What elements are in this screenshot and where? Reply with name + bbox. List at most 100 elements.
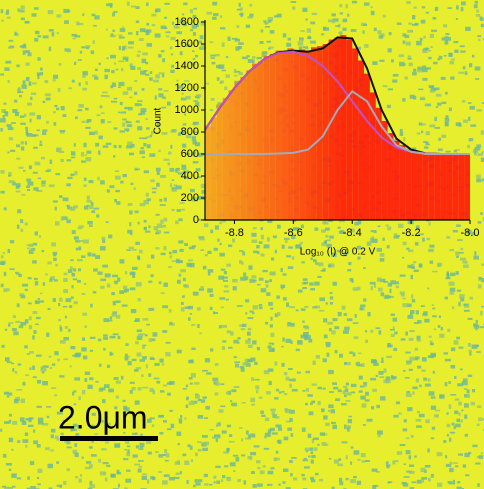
texture-dot xyxy=(406,391,411,394)
texture-dot xyxy=(53,122,57,126)
texture-dot xyxy=(352,322,359,324)
texture-dot xyxy=(22,80,26,85)
texture-dot xyxy=(118,144,122,149)
texture-dot xyxy=(300,308,306,311)
texture-dot xyxy=(167,162,171,166)
texture-dot xyxy=(245,276,249,281)
texture-dot xyxy=(278,427,283,431)
texture-dot xyxy=(19,417,25,422)
texture-dot xyxy=(444,36,447,40)
texture-dot xyxy=(357,458,361,461)
texture-dot xyxy=(170,130,177,133)
texture-dot xyxy=(221,69,226,72)
texture-dot xyxy=(184,176,190,179)
texture-dot xyxy=(182,277,186,282)
texture-dot xyxy=(341,305,346,310)
texture-dot xyxy=(189,445,193,450)
texture-dot xyxy=(34,161,41,166)
texture-dot xyxy=(170,69,175,74)
texture-dot xyxy=(333,386,339,390)
texture-dot xyxy=(423,377,428,381)
texture-dot xyxy=(392,79,398,83)
texture-dot xyxy=(75,240,81,243)
texture-dot xyxy=(112,300,116,306)
texture-dot xyxy=(408,22,413,25)
texture-dot xyxy=(142,52,148,56)
texture-dot xyxy=(212,311,215,315)
texture-dot xyxy=(132,454,138,458)
texture-dot xyxy=(148,338,153,342)
texture-dot xyxy=(452,462,458,464)
texture-dot xyxy=(164,16,167,19)
texture-dot xyxy=(117,86,121,89)
texture-dot xyxy=(345,400,351,402)
texture-dot xyxy=(178,85,184,89)
texture-dot xyxy=(282,33,287,38)
texture-dot xyxy=(443,54,447,57)
texture-dot xyxy=(413,261,417,264)
texture-dot xyxy=(317,443,320,446)
texture-dot xyxy=(171,21,175,25)
texture-dot xyxy=(392,139,397,142)
texture-dot xyxy=(332,281,337,286)
texture-dot xyxy=(58,150,65,153)
texture-dot xyxy=(247,434,251,440)
texture-dot xyxy=(57,147,62,152)
texture-dot xyxy=(470,401,475,406)
texture-dot xyxy=(37,35,42,38)
texture-dot xyxy=(152,332,158,337)
texture-dot xyxy=(74,170,78,176)
texture-dot xyxy=(32,310,38,315)
texture-dot xyxy=(89,336,96,339)
texture-dot xyxy=(282,468,289,473)
texture-dot xyxy=(145,439,152,444)
texture-dot xyxy=(379,59,385,62)
texture-dot xyxy=(218,409,224,413)
texture-dot xyxy=(64,439,67,443)
texture-dot xyxy=(40,367,47,372)
texture-dot xyxy=(315,355,321,359)
texture-dot xyxy=(418,122,423,126)
texture-dot xyxy=(460,297,465,302)
texture-dot xyxy=(431,29,437,32)
texture-dot xyxy=(7,248,11,254)
texture-dot xyxy=(155,74,160,79)
texture-dot xyxy=(351,0,358,4)
texture-dot xyxy=(245,437,251,440)
texture-dot xyxy=(185,135,192,139)
texture-dot xyxy=(463,303,470,308)
texture-dot xyxy=(112,333,119,336)
texture-dot xyxy=(419,96,425,100)
texture-dot xyxy=(178,218,183,222)
texture-dot xyxy=(282,337,285,342)
texture-dot xyxy=(418,88,424,91)
texture-dot xyxy=(200,286,204,290)
texture-dot xyxy=(303,457,307,460)
texture-dot xyxy=(143,226,147,229)
texture-dot xyxy=(133,369,139,372)
texture-dot xyxy=(26,189,31,191)
texture-dot xyxy=(384,295,391,299)
texture-dot xyxy=(410,29,414,33)
texture-dot xyxy=(169,46,173,50)
texture-dot xyxy=(97,338,102,342)
texture-dot xyxy=(388,32,392,36)
texture-dot xyxy=(70,151,76,156)
texture-dot xyxy=(378,370,384,375)
texture-dot xyxy=(329,296,334,300)
texture-dot xyxy=(373,362,379,366)
texture-dot xyxy=(281,345,284,348)
texture-dot xyxy=(106,189,110,193)
texture-dot xyxy=(118,81,125,87)
texture-dot xyxy=(253,250,258,254)
texture-dot xyxy=(135,120,140,123)
texture-dot xyxy=(420,19,426,24)
texture-dot xyxy=(364,460,370,463)
texture-dot xyxy=(410,310,415,315)
texture-dot xyxy=(182,170,189,173)
texture-dot xyxy=(182,143,187,148)
texture-dot xyxy=(387,282,393,287)
texture-dot xyxy=(456,289,462,292)
texture-dot xyxy=(221,324,227,328)
texture-dot xyxy=(358,390,363,393)
